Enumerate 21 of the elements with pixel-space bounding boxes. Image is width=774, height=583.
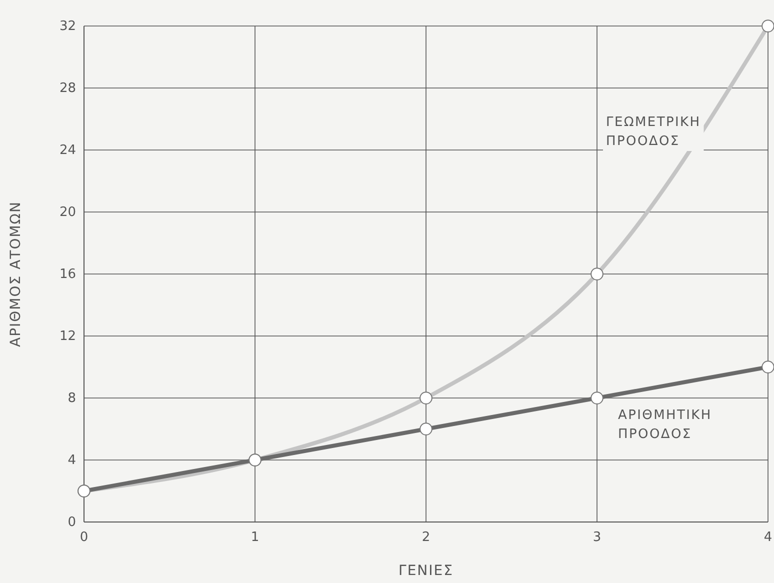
x-tick-label: 2 bbox=[422, 530, 430, 546]
point bbox=[420, 422, 432, 436]
x-tick-label: 4 bbox=[764, 530, 772, 546]
y-tick-label: 24 bbox=[59, 143, 76, 158]
x-tick-label: 0 bbox=[80, 530, 88, 546]
x-tick-label: 3 bbox=[592, 530, 602, 546]
y-tick-label: 0 bbox=[68, 515, 76, 530]
y-tick-label: 32 bbox=[59, 19, 76, 34]
y-tick-label: 12 bbox=[59, 329, 76, 344]
point bbox=[762, 360, 774, 374]
series-label: ΓΕΩΜΕΤΡΙΚΗ ΠΡΟΟΔΟΣ bbox=[606, 115, 701, 149]
series-label: ΑΡΙΘΜΗΤΙΚΗ ΠΡΟΟΔΟΣ bbox=[618, 408, 712, 442]
y-tick-label: 28 bbox=[59, 81, 76, 96]
y-tick-label: 20 bbox=[59, 205, 76, 220]
y-tick-label: 16 bbox=[59, 267, 76, 282]
y-tick-label: 4 bbox=[68, 453, 76, 468]
y-tick-label: 8 bbox=[68, 391, 76, 406]
x-tick-label: 1 bbox=[250, 530, 260, 546]
point bbox=[590, 392, 604, 404]
y-axis-title: ΑΡΙΘΜΟΣ ΑΤΟΜΩΝ bbox=[8, 201, 24, 347]
x-axis-title: ΓΕΝΙΕΣ bbox=[398, 563, 454, 579]
